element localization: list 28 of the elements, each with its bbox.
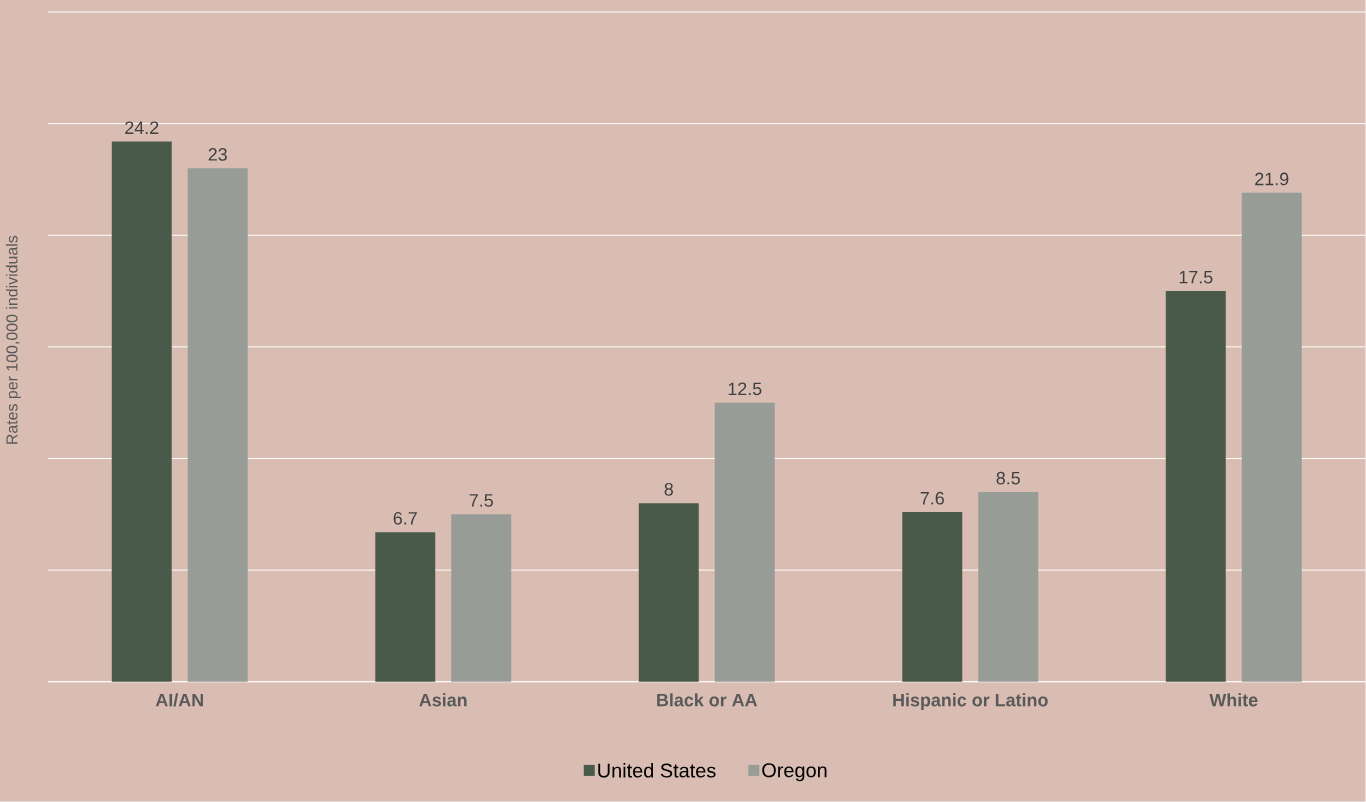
y-axis-title: Rates per 100,000 individuals	[5, 235, 21, 444]
data-label: 7.5	[469, 494, 493, 507]
x-tick-label: AI/AN	[155, 693, 203, 707]
bar	[111, 141, 172, 682]
x-tick-label: Asian	[419, 693, 467, 707]
data-label: 23	[208, 148, 227, 161]
bar	[1165, 291, 1226, 682]
x-tick-label: White	[1209, 693, 1258, 707]
data-label: 17.5	[1179, 271, 1213, 284]
bar	[375, 532, 436, 682]
bar	[714, 402, 775, 682]
bar	[902, 512, 963, 682]
data-label: 7.6	[920, 492, 944, 505]
legend-label: Oregon	[762, 763, 827, 782]
bar	[638, 503, 699, 682]
x-tick-label: Hispanic or Latino	[893, 693, 1048, 711]
bar	[451, 514, 512, 682]
bar	[1241, 192, 1302, 682]
data-label: 6.7	[393, 512, 417, 525]
data-label: 21.9	[1255, 172, 1289, 186]
legend-label: United States	[598, 763, 716, 778]
x-tick-label: Black or AA	[657, 693, 758, 707]
bar	[978, 492, 1039, 682]
data-label: 12.5	[728, 382, 762, 396]
data-label: 24.2	[125, 121, 159, 135]
data-label: 8	[664, 483, 673, 496]
bar	[187, 168, 248, 682]
data-label: 8.5	[996, 471, 1020, 485]
